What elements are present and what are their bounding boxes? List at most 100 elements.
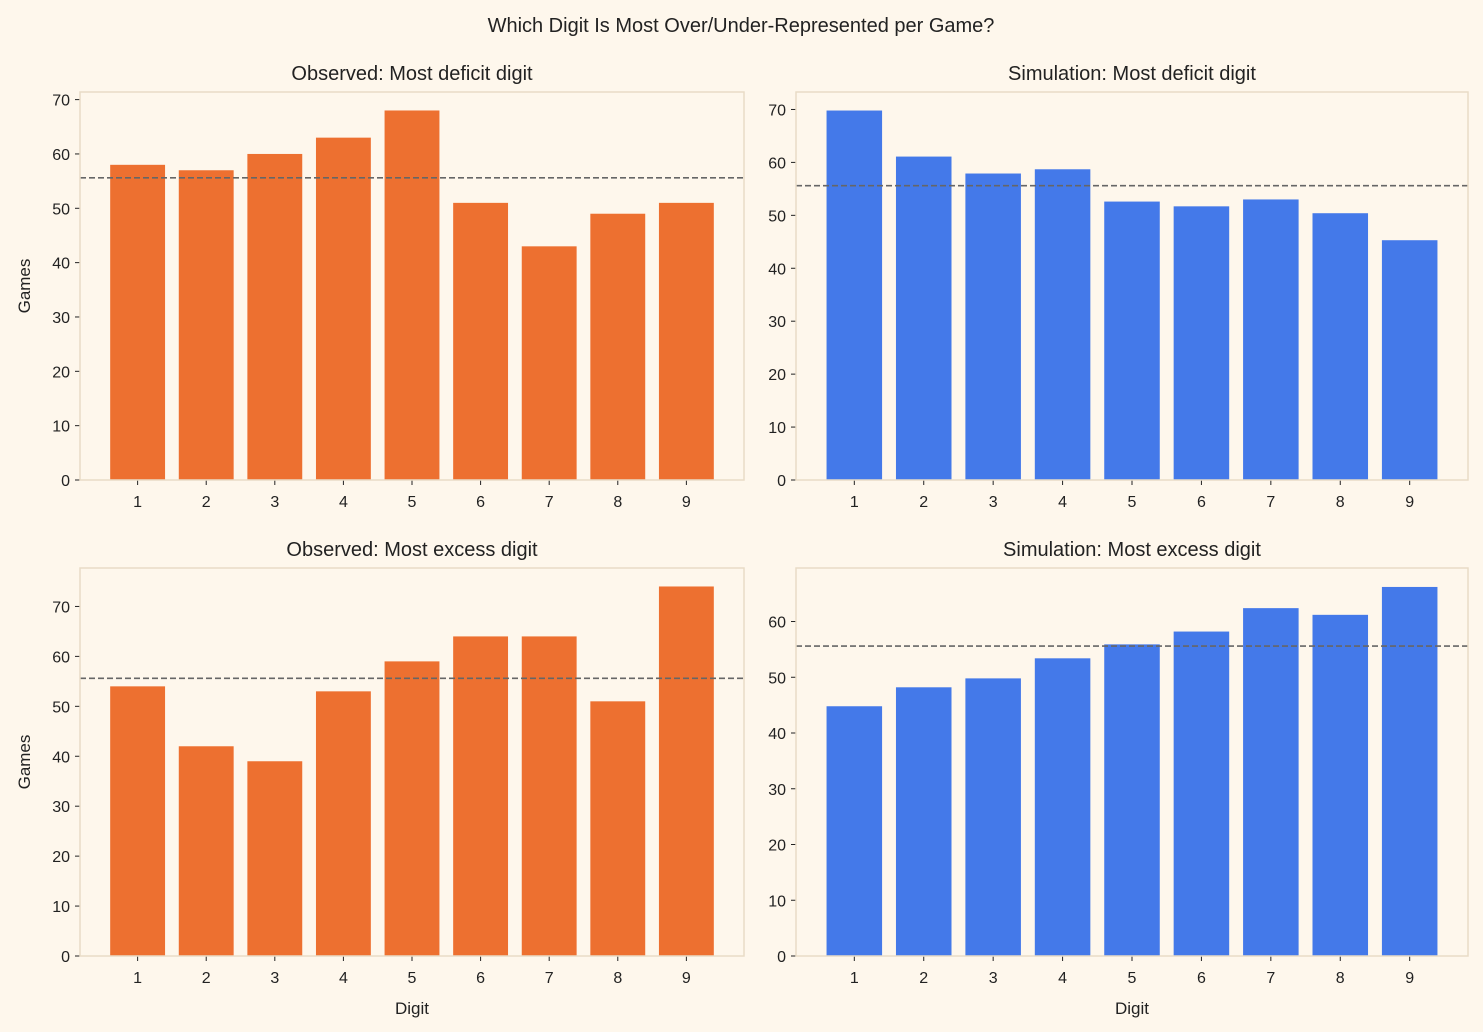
bar-2 — [895, 687, 952, 956]
bar-4 — [1034, 658, 1091, 956]
axes-frame — [795, 91, 1469, 481]
y-axis-label: Games — [15, 735, 34, 790]
bar-9 — [658, 202, 714, 480]
bar-6 — [453, 202, 509, 480]
bar-9 — [658, 586, 714, 956]
bar-2 — [895, 156, 952, 481]
y-tick-label: 0 — [61, 949, 70, 966]
x-tick-label: 5 — [408, 494, 417, 511]
x-tick-label: 3 — [989, 494, 998, 511]
x-tick-label: 7 — [545, 970, 554, 987]
x-tick-label: 1 — [133, 970, 142, 987]
x-tick-label: 1 — [850, 970, 859, 987]
bar-1 — [826, 706, 883, 956]
y-tick-label: 70 — [52, 599, 70, 616]
y-tick-label: 60 — [52, 147, 70, 164]
x-tick-label: 4 — [1058, 970, 1067, 987]
y-tick-label: 50 — [768, 670, 786, 687]
bar-7 — [1243, 608, 1299, 956]
y-tick-label: 20 — [52, 849, 70, 866]
bar-1 — [826, 110, 883, 480]
y-tick-label: 30 — [768, 782, 786, 799]
subplot-title: Simulation: Most excess digit — [1003, 539, 1261, 561]
bar-8 — [1312, 614, 1369, 956]
bar-7 — [521, 636, 577, 956]
bar-6 — [1173, 206, 1230, 480]
bar-4 — [315, 691, 371, 956]
bar-7 — [521, 246, 577, 480]
bar-3 — [247, 153, 303, 480]
subplot-2: 1 2 3 4 5 6 7 8 9 0 10 20 30 40 50 60 70 Simulation: Most… — [768, 63, 1469, 511]
x-tick-label: 5 — [1128, 970, 1137, 987]
x-tick-label: 1 — [850, 494, 859, 511]
x-tick-label: 6 — [1197, 970, 1206, 987]
y-tick-label: 10 — [768, 420, 786, 437]
bar-1 — [110, 164, 166, 480]
x-tick-label: 5 — [408, 970, 417, 987]
x-tick-label: 2 — [919, 494, 928, 511]
bar-5 — [384, 110, 440, 480]
x-tick-label: 8 — [1336, 494, 1345, 511]
subplot-1: 1 2 3 4 5 6 7 8 9 0 10 20 30 40 50 60 70 Observed: Most d… — [15, 63, 745, 511]
x-tick-label: 7 — [1266, 494, 1275, 511]
bar-4 — [315, 137, 371, 480]
x-tick-label: 2 — [202, 494, 211, 511]
y-tick-label: 50 — [52, 699, 70, 716]
bar-1 — [110, 686, 166, 956]
suptitle: Which Digit Is Most Over/Under-Represent… — [488, 15, 995, 37]
subplot-title: Observed: Most deficit digit — [291, 63, 533, 85]
x-tick-label: 6 — [476, 494, 485, 511]
bar-6 — [1173, 631, 1230, 956]
y-tick-label: 20 — [768, 367, 786, 384]
x-tick-label: 8 — [1336, 970, 1345, 987]
y-tick-label: 40 — [52, 256, 70, 273]
y-tick-label: 30 — [52, 310, 70, 327]
x-tick-label: 2 — [202, 970, 211, 987]
y-tick-label: 0 — [61, 473, 70, 490]
x-tick-label: 7 — [1266, 970, 1275, 987]
y-tick-label: 10 — [768, 893, 786, 910]
x-tick-label: 4 — [1058, 494, 1067, 511]
x-tick-label: 9 — [1405, 494, 1414, 511]
bar-8 — [590, 213, 646, 480]
subplot-title: Simulation: Most deficit digit — [1008, 63, 1256, 85]
bar-2 — [178, 170, 234, 480]
y-tick-label: 10 — [52, 419, 70, 436]
bar-4 — [1034, 169, 1091, 480]
x-axis-label: Digit — [395, 999, 429, 1018]
y-tick-label: 60 — [768, 155, 786, 172]
x-axis-label: Digit — [1115, 999, 1149, 1018]
y-tick-label: 40 — [768, 261, 786, 278]
y-tick-label: 0 — [777, 949, 786, 966]
x-tick-label: 8 — [613, 970, 622, 987]
y-tick-label: 60 — [52, 649, 70, 666]
x-tick-label: 9 — [682, 970, 691, 987]
bar-7 — [1243, 199, 1299, 481]
x-tick-label: 4 — [339, 494, 348, 511]
x-tick-label: 9 — [682, 494, 691, 511]
x-tick-label: 8 — [613, 494, 622, 511]
y-tick-label: 0 — [777, 473, 786, 490]
y-tick-label: 50 — [52, 201, 70, 218]
y-tick-label: 40 — [768, 726, 786, 743]
x-tick-label: 5 — [1128, 494, 1137, 511]
x-tick-label: 3 — [270, 494, 279, 511]
bar-5 — [1104, 644, 1160, 956]
y-axis-label: Games — [15, 259, 34, 314]
x-tick-label: 4 — [339, 970, 348, 987]
bar-5 — [1104, 201, 1160, 480]
axes-frame — [79, 91, 745, 481]
x-tick-label: 3 — [989, 970, 998, 987]
bar-6 — [453, 636, 509, 956]
axes-frame — [795, 567, 1469, 957]
subplot-4: 1 2 3 4 5 6 7 8 9 0 10 20 30 40 50 60 Simulation: Most e… — [768, 539, 1469, 1018]
x-tick-label: 7 — [545, 494, 554, 511]
bar-2 — [178, 746, 234, 956]
x-tick-label: 1 — [133, 494, 142, 511]
x-tick-label: 3 — [270, 970, 279, 987]
bar-8 — [1312, 213, 1369, 480]
bar-3 — [965, 678, 1021, 956]
bar-8 — [590, 701, 646, 956]
y-tick-label: 40 — [52, 749, 70, 766]
